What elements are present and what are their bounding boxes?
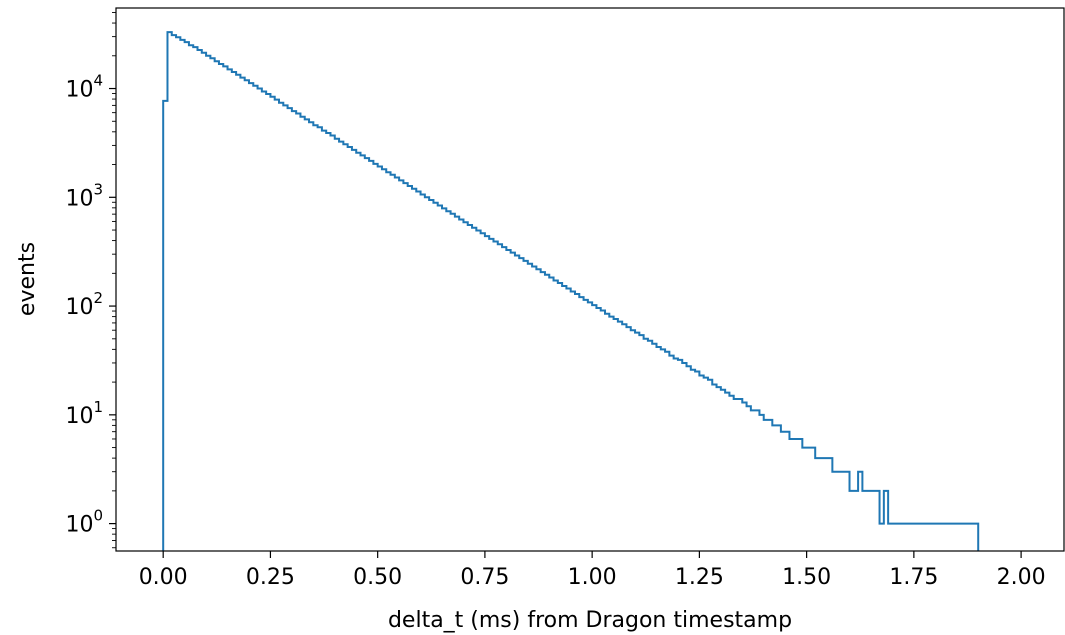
x-tick-label: 1.00: [568, 565, 617, 590]
x-tick-label: 0.50: [353, 565, 402, 590]
plot-area: [162, 31, 980, 551]
histogram-step-line: [162, 31, 980, 551]
y-tick-label: 100: [65, 507, 103, 538]
x-tick-label: 0.00: [139, 565, 188, 590]
y-tick-label: 103: [65, 180, 103, 211]
y-tick-label: 104: [65, 72, 103, 103]
x-tick-label: 0.75: [460, 565, 509, 590]
x-tick-label: 1.75: [889, 565, 938, 590]
x-tick-label: 1.50: [782, 565, 831, 590]
x-tick-label: 1.25: [675, 565, 724, 590]
y-tick-label: 102: [65, 289, 103, 320]
axes: 0.00 0.25 0.50 0.75 1.00 1.25 1.50 1.75 2.00 100 1…: [65, 7, 1065, 590]
y-axis-label: events: [15, 242, 40, 316]
x-tick-label: 2.00: [997, 565, 1046, 590]
x-tick-label: 0.25: [246, 565, 295, 590]
x-axis-label: delta_t (ms) from Dragon timestamp: [388, 608, 792, 633]
axes-frame: [115, 7, 1065, 552]
y-tick-label: 101: [65, 398, 103, 429]
